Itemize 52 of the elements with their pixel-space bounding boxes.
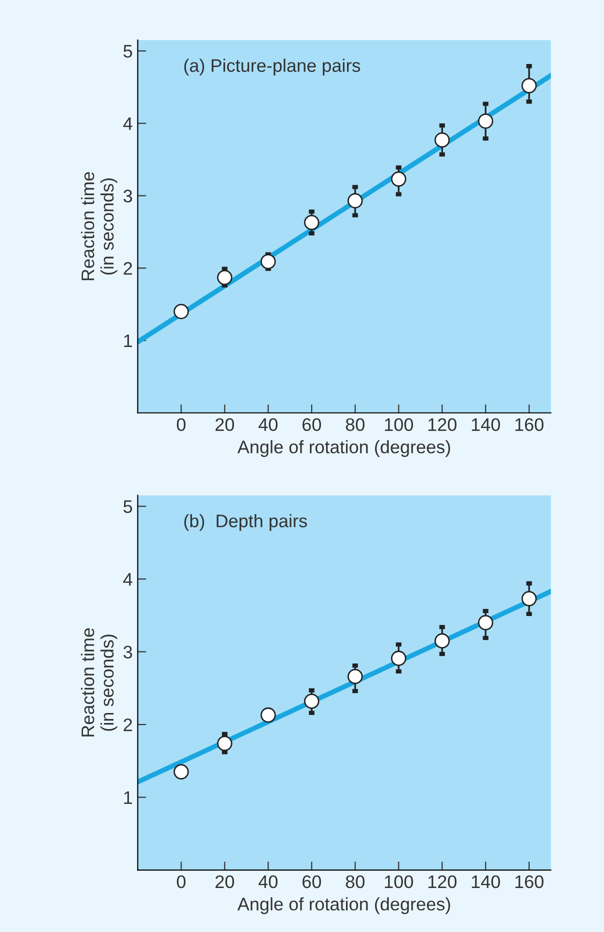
point: [304, 214, 320, 230]
x-tick-label: 20: [216, 875, 234, 888]
point: [348, 193, 363, 208]
point: [391, 171, 406, 187]
x-tick-label: 20: [216, 418, 234, 431]
y-tick-label: 5: [124, 45, 132, 58]
y-tick-label: 2: [124, 718, 132, 732]
point: [434, 633, 450, 648]
point: [260, 254, 276, 270]
x-tick-label: 160: [515, 418, 544, 431]
x-tick-label: 60: [302, 875, 321, 888]
x-tick-label: 160: [515, 875, 544, 888]
x-tick-label: 100: [384, 418, 413, 431]
y-axis-title: Reaction time (in seconds): [80, 628, 118, 736]
text: (b) Depth pairs: [184, 514, 307, 531]
x-tick-label: 120: [428, 418, 456, 431]
y-tick-label: 3: [124, 646, 132, 658]
x-tick-label: 40: [258, 418, 278, 431]
x-tick-label: 120: [428, 875, 456, 888]
point: [348, 668, 363, 684]
x-tick-label: 40: [258, 875, 278, 888]
y-tick-label: 4: [123, 117, 132, 130]
y-tick-label: 3: [124, 190, 132, 202]
point: [217, 270, 232, 286]
y-tick-label: 1: [124, 791, 132, 804]
x-tick-label: 140: [472, 418, 500, 431]
y-tick-label: 2: [124, 262, 132, 275]
point: [304, 694, 320, 709]
x-tick-label: 140: [472, 875, 500, 888]
point: [174, 764, 189, 780]
point: [217, 736, 232, 752]
point: [260, 707, 276, 723]
y-tick-label: 4: [123, 573, 132, 586]
point: [478, 615, 494, 630]
x-tick-label: 0: [176, 418, 186, 431]
x-tick-label: 0: [176, 875, 186, 888]
point: [174, 304, 189, 320]
text: (a) Picture-plane pairs: [184, 58, 360, 76]
point: [478, 114, 494, 129]
y-tick-label: 1: [124, 334, 132, 348]
x-axis-title: Angle of rotation (degrees): [237, 440, 450, 457]
point: [521, 591, 537, 606]
x-tick-label: 80: [346, 418, 364, 431]
x-tick-label: 100: [384, 875, 413, 888]
x-tick-label: 60: [302, 418, 321, 431]
x-axis-title: Angle of rotation (degrees): [237, 897, 450, 914]
point: [391, 650, 406, 666]
point: [521, 78, 537, 94]
y-tick-label: 5: [124, 500, 132, 513]
y-axis-title: Reaction time (in seconds): [80, 172, 118, 280]
x-tick-label: 80: [346, 875, 364, 888]
point: [434, 132, 450, 148]
